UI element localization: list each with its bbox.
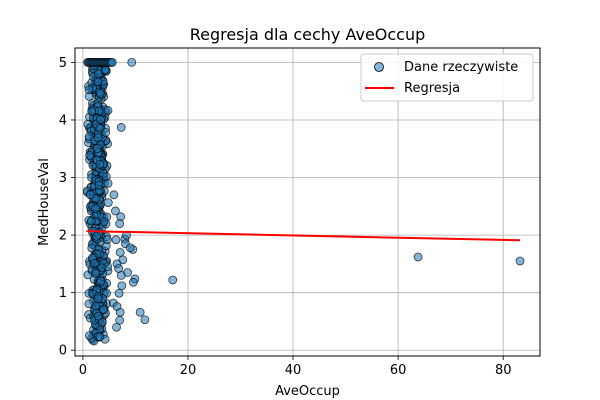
y-tick-label: 3 (59, 171, 67, 186)
data-point (93, 69, 103, 79)
data-point (116, 123, 126, 132)
data-point (87, 243, 97, 253)
data-point (99, 217, 109, 227)
data-point (96, 276, 106, 286)
data-point (127, 57, 137, 67)
data-point (115, 307, 125, 317)
data-point (103, 105, 113, 115)
data-point (95, 159, 105, 169)
data-point (93, 294, 103, 304)
data-point (117, 281, 127, 291)
data-point (89, 258, 99, 268)
data-point (96, 115, 105, 124)
y-tick-label: 2 (59, 229, 67, 244)
data-point (84, 85, 94, 95)
data-point (103, 178, 113, 188)
data-point (111, 206, 120, 216)
x-tick-label: 20 (180, 363, 197, 378)
regression-line (86, 230, 521, 242)
data-point (92, 231, 101, 241)
data-point (95, 89, 105, 98)
data-point (94, 180, 104, 190)
data-point (95, 332, 105, 342)
data-point (111, 235, 121, 245)
data-point (112, 322, 121, 332)
legend-box (360, 53, 534, 102)
chart-title: Regresja dla cechy AveOccup (190, 25, 426, 44)
x-tick-label: 60 (390, 363, 407, 378)
data-point (115, 247, 125, 257)
data-point (101, 127, 111, 137)
data-point (99, 305, 108, 315)
data-point (83, 119, 93, 129)
legend-label-regression: Regresja (404, 81, 460, 96)
legend-marker-points (374, 62, 384, 72)
axes-frame (74, 47, 541, 357)
data-point (114, 264, 124, 273)
x-tick-label: 0 (79, 363, 87, 378)
y-tick-label: 1 (59, 286, 67, 301)
data-point (86, 216, 96, 226)
data-point (102, 235, 112, 244)
data-point (103, 198, 113, 208)
x-axis-label: AveOccup (275, 384, 340, 399)
data-point (107, 57, 117, 67)
data-point (85, 190, 95, 200)
data-point (125, 243, 135, 253)
data-point (87, 106, 97, 116)
data-point (97, 318, 107, 327)
tick-marks (71, 61, 504, 360)
y-tick-label: 0 (59, 344, 67, 359)
data-point (93, 133, 103, 143)
data-point (97, 263, 106, 273)
data-point (413, 252, 423, 262)
data-point (100, 65, 110, 75)
plot-area (82, 57, 525, 346)
y-axis-label: MedHouseVal (37, 158, 52, 246)
data-point (92, 144, 102, 154)
data-point (168, 275, 178, 285)
data-point (93, 311, 103, 321)
data-point (85, 150, 94, 160)
legend: Dane rzeczywiste Regresja (360, 53, 534, 102)
y-tick-label: 4 (59, 113, 67, 128)
data-point (128, 277, 138, 287)
data-point (109, 190, 119, 200)
data-point (94, 106, 104, 116)
x-tick-label: 80 (495, 363, 512, 378)
data-point (115, 219, 125, 228)
data-point (114, 288, 124, 298)
legend-label-points: Dane rzeczywiste (404, 60, 518, 75)
data-point (515, 256, 525, 266)
data-point (135, 307, 145, 317)
data-point (140, 315, 150, 325)
data-point (91, 268, 101, 278)
y-tick-label: 5 (59, 56, 67, 71)
x-tick-label: 40 (285, 363, 302, 378)
data-point (90, 203, 100, 213)
